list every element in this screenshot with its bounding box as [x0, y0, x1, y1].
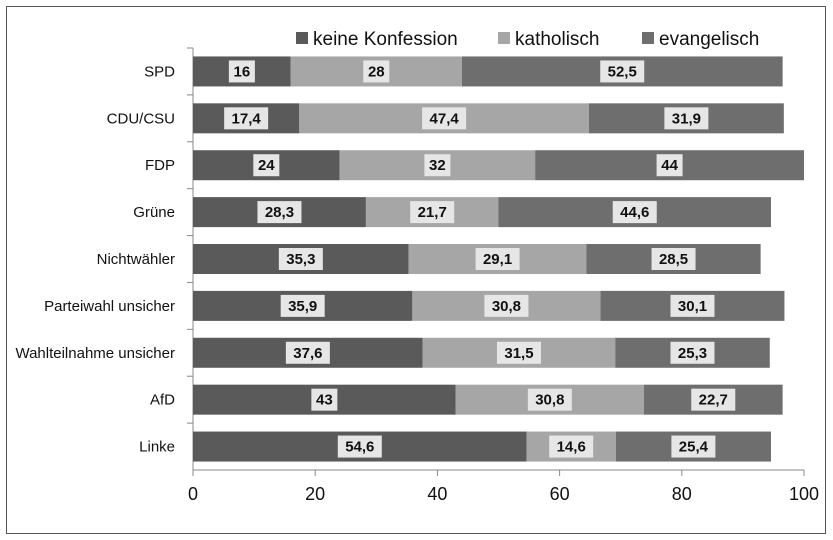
data-label-evangelisch-parteiwahl-unsicher: 30,1	[678, 298, 707, 315]
data-label-katholisch-afd: 30,8	[535, 392, 564, 409]
data-label-box	[311, 388, 338, 411]
data-label-katholisch-parteiwahl-unsicher: 30,8	[492, 298, 521, 315]
data-label-evangelisch-gruene: 44,6	[620, 204, 649, 221]
data-label-box	[670, 294, 715, 317]
data-label-box	[656, 154, 683, 177]
x-tick-label: 80	[672, 484, 692, 504]
data-label-katholisch-wahlteilnahme-unsicher: 31,5	[504, 345, 533, 362]
data-label-box	[612, 201, 657, 224]
category-label-spd: SPD	[144, 63, 175, 80]
legend-label-evangelisch: evangelisch	[659, 29, 759, 50]
data-label-evangelisch-afd: 22,7	[699, 392, 728, 409]
x-tick-label: 40	[427, 484, 447, 504]
data-label-box	[337, 435, 382, 458]
category-label-fdp: FDP	[145, 157, 175, 174]
data-label-keine-konfession-cdu-csu: 17,4	[232, 110, 262, 127]
data-label-box	[651, 248, 696, 270]
x-tick-label: 60	[550, 484, 570, 504]
data-label-keine-konfession-afd: 43	[316, 392, 333, 409]
legend-swatch-katholisch	[498, 32, 510, 44]
category-label-nichtwaehler: Nichtwähler	[97, 251, 175, 268]
category-label-afd: AfD	[150, 392, 175, 409]
data-label-evangelisch-spd: 52,5	[608, 63, 637, 80]
legend-swatch-keine-konfession	[296, 32, 308, 44]
x-tick-label: 0	[188, 484, 198, 504]
data-label-keine-konfession-spd: 16	[234, 63, 251, 80]
data-label-evangelisch-nichtwaehler: 28,5	[659, 251, 688, 268]
data-label-keine-konfession-fdp: 24	[258, 157, 275, 174]
data-label-box	[285, 341, 330, 364]
data-label-box	[691, 388, 736, 411]
data-label-box	[278, 248, 323, 270]
category-label-parteiwahl-unsicher: Parteiwahl unsicher	[44, 298, 175, 315]
category-label-wahlteilnahme-unsicher: Wahlteilnahme unsicher	[15, 345, 175, 362]
data-label-box	[496, 341, 541, 364]
data-label-box	[224, 107, 269, 130]
category-label-linke: Linke	[139, 439, 175, 456]
data-label-katholisch-nichtwaehler: 29,1	[483, 251, 512, 268]
data-label-katholisch-spd: 28	[368, 63, 385, 80]
x-tick-label: 100	[789, 484, 819, 504]
data-label-box	[422, 107, 467, 130]
data-label-keine-konfession-nichtwaehler: 35,3	[286, 251, 315, 268]
data-label-keine-konfession-gruene: 28,3	[265, 204, 294, 221]
data-label-box	[671, 435, 716, 458]
data-label-evangelisch-wahlteilnahme-unsicher: 25,3	[678, 345, 707, 362]
data-label-katholisch-gruene: 21,7	[418, 204, 447, 221]
x-tick-label: 20	[305, 484, 325, 504]
data-label-box	[228, 60, 255, 83]
data-label-box	[424, 154, 451, 177]
data-label-box	[363, 60, 390, 83]
data-label-box	[257, 201, 302, 224]
data-label-box	[410, 201, 455, 224]
data-label-keine-konfession-parteiwahl-unsicher: 35,9	[288, 298, 317, 315]
data-label-keine-konfession-linke: 54,6	[345, 439, 374, 456]
data-label-box	[280, 294, 325, 317]
data-label-box	[664, 107, 709, 130]
category-label-cdu-csu: CDU/CSU	[107, 110, 175, 127]
data-label-katholisch-cdu-csu: 47,4	[430, 110, 460, 127]
data-label-katholisch-linke: 14,6	[557, 439, 586, 456]
category-label-gruene: Grüne	[133, 204, 175, 221]
data-label-box	[527, 388, 572, 411]
legend-swatch-evangelisch	[642, 32, 654, 44]
data-label-box	[670, 341, 715, 364]
data-label-box	[253, 154, 280, 177]
data-label-box	[475, 248, 520, 270]
data-label-evangelisch-fdp: 44	[661, 157, 678, 174]
data-label-katholisch-fdp: 32	[429, 157, 446, 174]
legend-label-keine-konfession: keine Konfession	[313, 29, 458, 50]
data-label-evangelisch-linke: 25,4	[679, 439, 709, 456]
legend-label-katholisch: katholisch	[515, 29, 600, 50]
data-label-box	[600, 60, 645, 83]
data-label-box	[484, 294, 529, 317]
data-label-box	[549, 435, 594, 458]
data-label-evangelisch-cdu-csu: 31,9	[672, 110, 701, 127]
data-label-keine-konfession-wahlteilnahme-unsicher: 37,6	[293, 345, 322, 362]
